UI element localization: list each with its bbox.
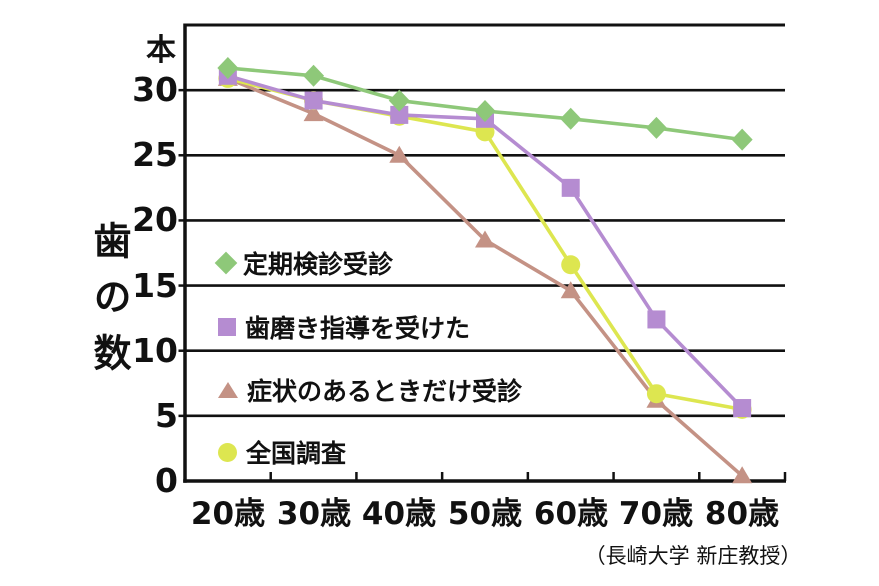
source-caption: （長崎大学 新庄教授） bbox=[584, 544, 802, 568]
y-tick-label-30: 30 bbox=[132, 70, 178, 109]
legend-item-brushing-guidance: 歯磨き指導を受けた bbox=[218, 311, 470, 343]
legend-label: 全国調査 bbox=[246, 439, 347, 468]
y-tick-label-5: 5 bbox=[155, 396, 178, 435]
y-tick-label-0: 0 bbox=[155, 461, 178, 500]
legend-label: 症状のあるときだけ受診 bbox=[247, 377, 523, 406]
x-tick-label-40s: 40歳 bbox=[361, 496, 437, 532]
y-tick-label-15: 15 bbox=[132, 266, 178, 305]
legend-item-symptom-only-visit: 症状のあるときだけ受診 bbox=[218, 374, 522, 406]
legend-item-national-survey: 全国調査 bbox=[218, 436, 346, 468]
legend-label: 歯磨き指導を受けた bbox=[245, 314, 471, 343]
y-axis-unit-label: 本 bbox=[146, 33, 176, 68]
legend-label: 定期検診受診 bbox=[243, 250, 394, 279]
triangle-marker-icon bbox=[218, 382, 238, 398]
x-tick-label-70s: 70歳 bbox=[618, 496, 694, 532]
x-tick-label-20s: 20歳 bbox=[190, 496, 266, 532]
legend-item-regular-checkup: 定期検診受診 bbox=[214, 247, 394, 279]
circle-marker-icon bbox=[218, 442, 237, 462]
y-tick-label-20: 20 bbox=[132, 200, 178, 239]
y-tick-label-25: 25 bbox=[132, 135, 178, 174]
x-tick-label-50s: 50歳 bbox=[447, 496, 523, 532]
y-tick-label-10: 10 bbox=[132, 331, 178, 370]
square-marker-icon bbox=[218, 318, 236, 336]
y-axis-title: 歯の数 bbox=[87, 221, 131, 389]
x-tick-label-30s: 30歳 bbox=[276, 496, 352, 532]
diamond-marker-icon bbox=[214, 251, 238, 275]
x-tick-label-60s: 60歳 bbox=[533, 496, 609, 532]
x-tick-label-80s: 80歳 bbox=[704, 496, 780, 532]
